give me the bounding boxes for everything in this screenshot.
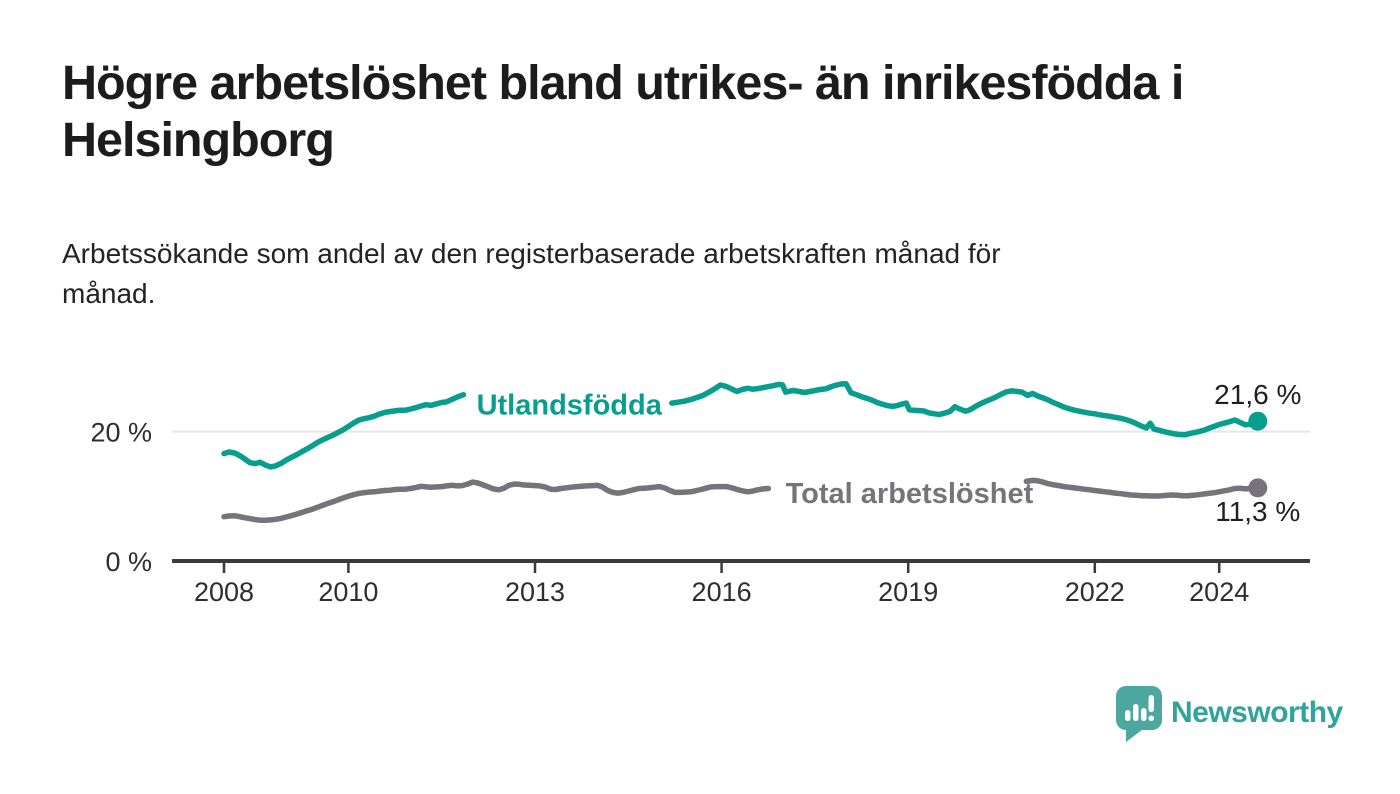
series-label-0: Utlandsfödda: [477, 389, 663, 421]
logo-bar-2: [1133, 704, 1139, 721]
y-tick-label-20: 20 %: [90, 418, 152, 448]
page-title-line-1: Högre arbetslöshet bland utrikes- än inr…: [62, 56, 1184, 110]
x-tick-label-2022: 2022: [1065, 577, 1125, 607]
page-title-line-2: Helsingborg: [62, 113, 335, 168]
series-line-0-segment-1: [669, 380, 1261, 438]
x-tick-label-2024: 2024: [1189, 577, 1249, 607]
series-line-0-segment-0: [221, 391, 467, 470]
logo-speech-bubble: [1116, 686, 1162, 742]
brand-name: Newsworthy: [1171, 696, 1343, 729]
x-tick-label-2008: 2008: [194, 577, 254, 607]
x-tick-label-2016: 2016: [692, 577, 752, 607]
series-end-dot-0: [1248, 411, 1268, 431]
chart-subtitle-line-2: månad.: [62, 278, 156, 310]
logo-exclamation-dot: [1148, 715, 1154, 721]
x-tick-label-2013: 2013: [505, 577, 565, 607]
logo-bar-1: [1125, 710, 1131, 721]
series-label-1: Total arbetslöshet: [786, 478, 1034, 510]
series-end-value-0: 21,6 %: [1214, 379, 1301, 410]
chart-subtitle: Arbetssökande som andel av den registerb…: [62, 234, 1262, 314]
chart-subtitle-line-1: Arbetssökande som andel av den registerb…: [62, 238, 1001, 269]
series-end-dot-1: [1248, 478, 1268, 498]
page-title: Högre arbetslöshet bland utrikes- än inr…: [62, 55, 1362, 169]
y-tick-label-0: 0 %: [105, 547, 152, 577]
logo-exclamation-stem: [1148, 695, 1154, 712]
series-line-1-segment-0: [221, 479, 772, 523]
newsworthy-logo-icon: [1116, 686, 1162, 742]
brand-footer: Newsworthy: [1112, 684, 1343, 742]
series-line-1-segment-1: [1023, 477, 1261, 499]
series-end-value-1: 11,3 %: [1215, 496, 1300, 527]
x-tick-label-2010: 2010: [318, 577, 378, 607]
logo-bar-3: [1141, 708, 1147, 721]
x-tick-label-2019: 2019: [878, 577, 938, 607]
